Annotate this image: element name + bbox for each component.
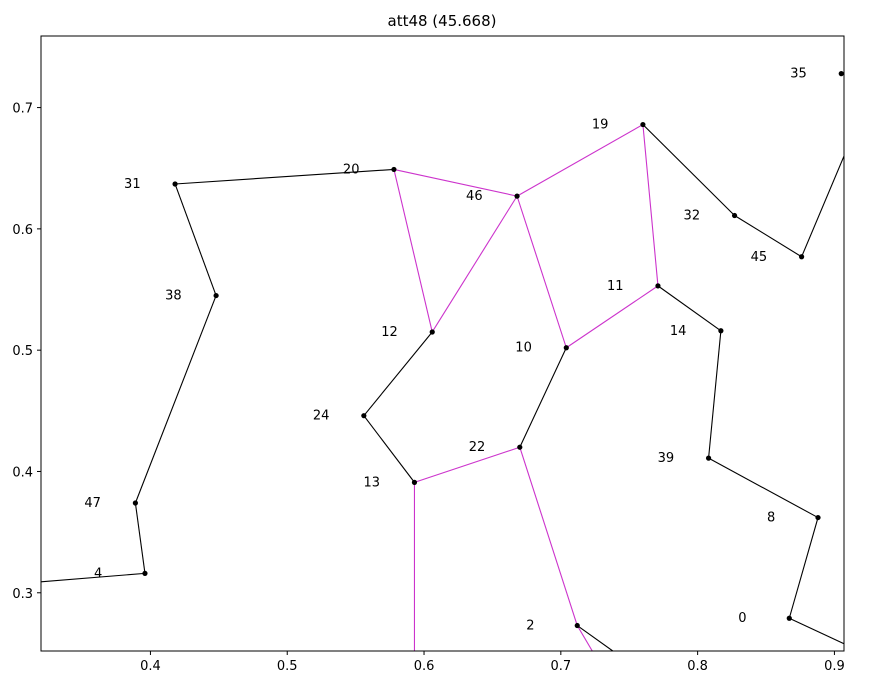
node-8 bbox=[815, 514, 821, 521]
tour-edge-3 bbox=[175, 168, 394, 185]
node-label-39: 39 bbox=[658, 451, 675, 466]
tour-edge-1 bbox=[734, 215, 802, 258]
nodes-layer bbox=[132, 71, 844, 629]
node-labels-layer: 35 19 20 46 31 32 45 11 38 14 12 10 24 22 39 13 47 8 4 0 2 bbox=[84, 67, 806, 634]
node-12 bbox=[429, 329, 435, 335]
node-label-20: 20 bbox=[343, 162, 360, 177]
node-19 bbox=[640, 121, 646, 128]
tour-edge-4 bbox=[174, 183, 217, 296]
highlight-edge-4 bbox=[516, 195, 567, 348]
node-label-12: 12 bbox=[381, 325, 398, 340]
highlight-edge-10 bbox=[576, 625, 593, 651]
node-4 bbox=[142, 570, 148, 576]
node-32 bbox=[731, 212, 738, 219]
x-tick-label-4: 0.8 bbox=[687, 659, 708, 674]
node-label-45: 45 bbox=[751, 250, 768, 265]
y-tick-label-2: 0.5 bbox=[12, 344, 33, 359]
tour-edge-9 bbox=[363, 415, 415, 483]
highlight-edge-5 bbox=[642, 124, 659, 286]
node-22 bbox=[517, 444, 523, 450]
node-label-19: 19 bbox=[592, 118, 609, 133]
node-24 bbox=[361, 413, 367, 419]
x-tick-label-5: 0.9 bbox=[824, 659, 845, 674]
node-label-4: 4 bbox=[94, 566, 102, 581]
node-label-11: 11 bbox=[607, 279, 624, 294]
x-tick-label-2: 0.6 bbox=[414, 659, 435, 674]
y-tick-label-1: 0.4 bbox=[12, 465, 33, 480]
node-label-13: 13 bbox=[363, 475, 380, 490]
axes-layer: 0.4 0.5 0.6 0.7 0.8 0.9 0.3 0.4 0.5 0.6 0.7 bbox=[12, 102, 844, 674]
tour-edge-8 bbox=[363, 331, 433, 417]
x-tick-label-1: 0.5 bbox=[277, 659, 298, 674]
tour-edge-12 bbox=[708, 330, 722, 459]
node-label-46: 46 bbox=[466, 189, 483, 204]
highlight-edge-3 bbox=[516, 124, 644, 197]
x-tick-label-3: 0.7 bbox=[550, 659, 571, 674]
plot-frame bbox=[40, 35, 845, 652]
node-35 bbox=[838, 71, 844, 77]
node-31 bbox=[172, 181, 178, 187]
tour-edge-6 bbox=[134, 502, 146, 574]
node-47 bbox=[132, 500, 138, 506]
tour-edge-15 bbox=[789, 617, 844, 645]
node-13 bbox=[411, 479, 418, 485]
node-label-35: 35 bbox=[790, 67, 807, 82]
edges-layer bbox=[41, 124, 844, 651]
node-45 bbox=[798, 254, 805, 260]
y-tick-label-4: 0.7 bbox=[12, 102, 33, 117]
tour-edge-13 bbox=[708, 457, 819, 519]
tour-edge-7 bbox=[41, 572, 146, 583]
tour-edge-5 bbox=[134, 295, 217, 504]
node-39 bbox=[705, 455, 712, 461]
tour-edge-14 bbox=[788, 517, 819, 619]
node-label-8: 8 bbox=[767, 511, 775, 526]
node-0 bbox=[786, 615, 792, 621]
node-20 bbox=[391, 166, 397, 173]
node-label-2: 2 bbox=[526, 619, 534, 634]
highlight-edge-0 bbox=[393, 168, 518, 197]
node-10 bbox=[563, 345, 569, 351]
y-tick-label-3: 0.6 bbox=[12, 223, 33, 238]
tour-edge-16 bbox=[576, 625, 614, 651]
node-label-14: 14 bbox=[670, 324, 687, 339]
highlight-edge-2 bbox=[431, 195, 518, 333]
node-46 bbox=[514, 193, 520, 199]
tour-edge-0 bbox=[801, 155, 844, 257]
node-label-31: 31 bbox=[124, 177, 141, 192]
chart-title: att48 (45.668) bbox=[388, 12, 497, 30]
highlight-edge-6 bbox=[565, 285, 659, 349]
y-tick-label-0: 0.3 bbox=[12, 587, 33, 602]
highlight-edge-7 bbox=[414, 446, 520, 483]
tour-edge-11 bbox=[657, 285, 722, 332]
node-label-22: 22 bbox=[469, 440, 486, 455]
node-label-47: 47 bbox=[84, 496, 101, 511]
node-label-38: 38 bbox=[165, 289, 182, 304]
node-14 bbox=[718, 328, 724, 334]
node-38 bbox=[213, 292, 219, 299]
node-2 bbox=[574, 622, 580, 629]
highlight-edge-9 bbox=[519, 447, 578, 626]
highlight-edge-1 bbox=[393, 169, 433, 333]
tour-edge-10 bbox=[519, 347, 567, 448]
tour-edge-2 bbox=[642, 124, 735, 216]
node-11 bbox=[655, 283, 661, 289]
node-label-10: 10 bbox=[515, 341, 532, 356]
x-tick-label-0: 0.4 bbox=[140, 659, 161, 674]
node-label-0: 0 bbox=[738, 611, 746, 626]
node-label-32: 32 bbox=[684, 209, 701, 224]
node-label-24: 24 bbox=[313, 409, 330, 424]
